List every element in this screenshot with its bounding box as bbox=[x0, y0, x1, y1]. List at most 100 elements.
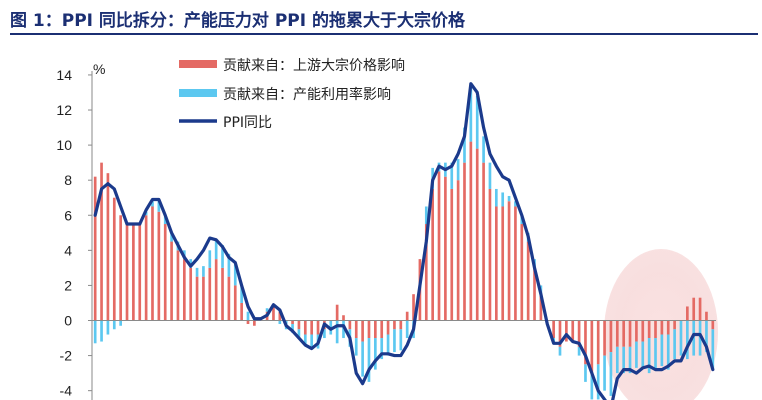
bar-commodity bbox=[526, 241, 530, 321]
bar-commodity bbox=[157, 211, 161, 321]
bar-commodity bbox=[711, 320, 715, 330]
bar-capacity bbox=[354, 338, 358, 356]
bar-commodity bbox=[354, 320, 358, 339]
bar-capacity bbox=[654, 338, 657, 370]
bar-capacity bbox=[374, 338, 377, 370]
bar-commodity bbox=[571, 320, 575, 342]
bar-capacity bbox=[456, 159, 460, 181]
bar-capacity bbox=[278, 320, 282, 325]
bar-commodity bbox=[125, 224, 129, 321]
bar-commodity bbox=[552, 320, 555, 339]
bar-commodity bbox=[119, 215, 122, 321]
bar-capacity bbox=[475, 95, 479, 149]
bar-capacity bbox=[221, 245, 224, 268]
bar-commodity bbox=[342, 315, 345, 321]
bar-capacity bbox=[106, 320, 110, 335]
bar-capacity bbox=[112, 320, 116, 330]
bar-capacity bbox=[386, 334, 390, 356]
bar-commodity bbox=[654, 320, 657, 339]
bar-capacity bbox=[507, 195, 511, 202]
bar-capacity bbox=[615, 346, 619, 374]
bar-commodity bbox=[214, 259, 218, 321]
bar-commodity bbox=[316, 320, 320, 335]
bar-capacity bbox=[361, 341, 364, 377]
y-tick-label: 12 bbox=[56, 102, 72, 118]
bar-commodity bbox=[227, 276, 231, 321]
y-tick-label: 2 bbox=[64, 277, 72, 293]
bar-commodity bbox=[106, 173, 110, 321]
bar-capacity bbox=[558, 346, 562, 356]
y-tick-label: 0 bbox=[64, 313, 72, 329]
bar-commodity bbox=[393, 320, 396, 330]
bar-commodity bbox=[463, 162, 466, 321]
bar-commodity bbox=[380, 320, 384, 339]
bar-capacity bbox=[342, 320, 345, 339]
bar-capacity bbox=[399, 329, 403, 351]
bar-capacity bbox=[482, 136, 485, 163]
bar-commodity bbox=[132, 224, 135, 321]
bar-commodity bbox=[615, 320, 619, 347]
bar-capacity bbox=[609, 352, 613, 396]
bar-commodity bbox=[424, 224, 428, 321]
bar-commodity bbox=[686, 306, 689, 321]
bar-commodity bbox=[93, 176, 97, 321]
bar-capacity bbox=[405, 320, 409, 339]
bar-capacity bbox=[603, 355, 606, 391]
bar-commodity bbox=[348, 320, 352, 330]
bar-commodity bbox=[163, 224, 167, 321]
bar-capacity bbox=[233, 264, 237, 286]
bar-commodity bbox=[628, 320, 632, 347]
bar-capacity bbox=[501, 192, 505, 207]
bar-capacity bbox=[303, 334, 307, 346]
bar-commodity bbox=[456, 180, 460, 321]
bar-capacity bbox=[692, 320, 696, 356]
bar-commodity bbox=[100, 162, 103, 321]
bar-commodity bbox=[278, 311, 282, 321]
line-layer bbox=[93, 82, 715, 400]
bar-commodity bbox=[584, 320, 587, 365]
bar-capacity bbox=[514, 201, 517, 207]
bar-capacity bbox=[463, 127, 466, 163]
bar-capacity bbox=[450, 162, 454, 189]
bar-capacity bbox=[291, 324, 294, 333]
bar-commodity bbox=[361, 320, 364, 342]
bar-commodity bbox=[202, 276, 205, 321]
bar-capacity bbox=[647, 338, 651, 374]
bar-commodity bbox=[176, 250, 180, 321]
bar-capacity bbox=[208, 250, 212, 268]
legend-swatch-commodity bbox=[179, 60, 217, 68]
bar-commodity bbox=[514, 206, 517, 321]
bar-commodity bbox=[520, 224, 524, 321]
y-tick-label: 6 bbox=[64, 207, 72, 223]
bar-commodity bbox=[596, 320, 600, 365]
bar-capacity bbox=[151, 201, 154, 207]
bar-capacity bbox=[195, 267, 199, 277]
bar-commodity bbox=[666, 320, 670, 335]
y-tick-label: 14 bbox=[56, 67, 72, 83]
bar-capacity bbox=[246, 311, 250, 321]
bar-commodity bbox=[335, 304, 339, 321]
bar-commodity bbox=[246, 320, 250, 325]
bar-commodity bbox=[705, 311, 708, 321]
y-tick-label: -4 bbox=[60, 383, 73, 399]
bar-commodity bbox=[367, 320, 371, 339]
y-axis-unit-label: % bbox=[93, 61, 105, 77]
legend-label-ppi: PPI同比 bbox=[223, 115, 272, 131]
bar-commodity bbox=[195, 276, 199, 321]
bar-capacity bbox=[93, 320, 97, 344]
bar-commodity bbox=[539, 294, 543, 321]
bar-commodity bbox=[112, 197, 116, 321]
bar-commodity bbox=[182, 259, 186, 321]
bar-commodity bbox=[240, 302, 243, 321]
legend: 贡献来自：上游大宗价格影响 贡献来自：产能利用率影响 PPI同比 bbox=[179, 58, 405, 131]
bar-capacity bbox=[157, 201, 161, 212]
bar-commodity bbox=[444, 176, 447, 321]
bar-capacity bbox=[265, 308, 269, 312]
bar-capacity bbox=[711, 329, 715, 370]
bar-capacity bbox=[323, 329, 326, 339]
bar-commodity bbox=[151, 206, 154, 321]
bar-commodity bbox=[698, 297, 702, 321]
ppi-line bbox=[93, 82, 715, 400]
bar-capacity bbox=[596, 364, 600, 400]
bar-capacity bbox=[635, 341, 638, 368]
